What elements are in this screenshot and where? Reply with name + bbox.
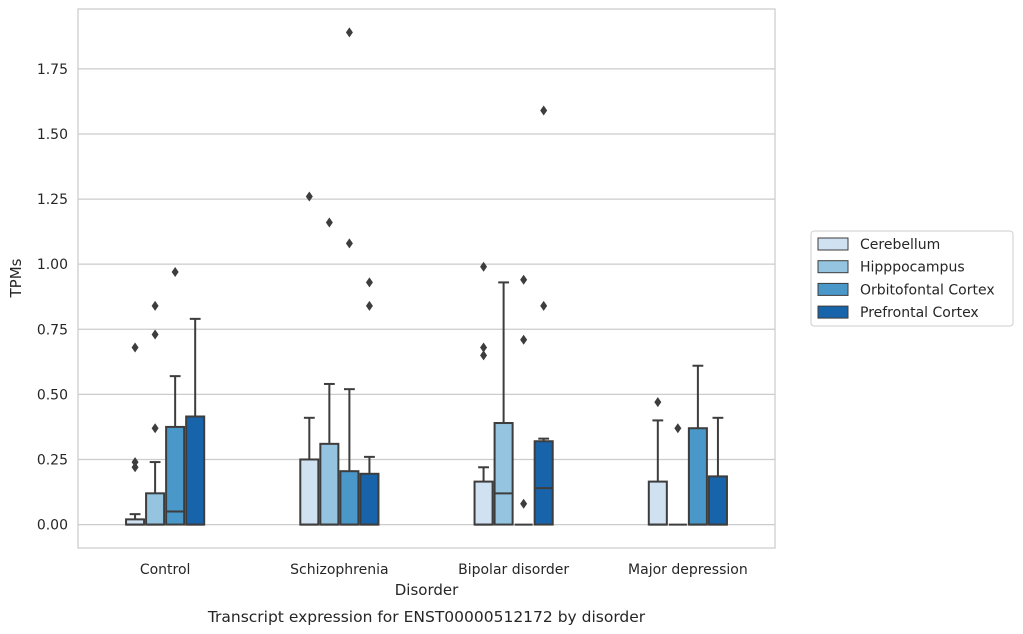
box-iqr — [299, 458, 320, 526]
y-axis-title: TPMs — [7, 258, 25, 298]
x-tick-label-major-depression: Major depression — [628, 562, 748, 578]
x-tick-label-control: Control — [140, 562, 191, 578]
outlier-point — [345, 27, 353, 38]
outlier-point — [345, 238, 353, 249]
box-bipolar-disorder-orbitofontal-cortex — [514, 274, 533, 526]
box-major-depression-cerebellum — [647, 397, 668, 526]
plot-area-frame — [77, 8, 776, 549]
box-iqr — [533, 440, 554, 526]
y-tick-label: 1.00 — [37, 257, 68, 273]
box-iqr — [707, 475, 728, 526]
box-major-depression-hipppocampus — [668, 423, 687, 526]
legend-frame — [810, 230, 1014, 327]
outlier-point — [325, 217, 333, 228]
outlier-point — [131, 457, 139, 468]
legend-swatch-prefrontal-cortex — [817, 305, 849, 319]
legend-swatch-cerebellum — [817, 237, 849, 251]
y-tick-label: 1.25 — [37, 192, 68, 208]
outlier-point — [480, 350, 488, 361]
x-axis-title: Disorder — [395, 581, 459, 599]
legend-label-orbitofontal-cortex: Orbitofontal Cortex — [860, 282, 995, 298]
box-iqr — [165, 425, 186, 526]
outlier-point — [365, 277, 373, 288]
outlier-point — [520, 274, 528, 285]
y-tick-label: 1.50 — [37, 127, 68, 143]
outlier-point — [151, 329, 159, 340]
x-tick-labels: Control Schizophrenia Bipolar disorder Majo… — [140, 562, 748, 578]
legend-label-hipppocampus: Hipppocampus — [860, 260, 965, 276]
box-iqr — [687, 427, 708, 526]
box-schizophrenia-prefrontal-cortex — [359, 277, 380, 526]
outlier-point — [654, 397, 662, 408]
legend-swatch-hipppocampus — [817, 260, 849, 274]
box-control-prefrontal-cortex — [185, 317, 206, 526]
box-schizophrenia-hipppocampus — [319, 217, 340, 526]
box-major-depression-orbitofontal-cortex — [687, 364, 708, 526]
outlier-point — [305, 191, 313, 202]
outlier-point — [131, 342, 139, 353]
box-control-cerebellum — [125, 342, 146, 526]
legend-label-prefrontal-cortex: Prefrontal Cortex — [860, 305, 979, 321]
box-iqr — [493, 422, 514, 526]
outlier-point — [131, 462, 139, 473]
boxes — [125, 27, 728, 526]
box-schizophrenia-orbitofontal-cortex — [339, 27, 360, 526]
x-tick-label-schizophrenia: Schizophrenia — [290, 562, 388, 578]
outlier-point — [540, 105, 548, 116]
box-control-orbitofontal-cortex — [165, 266, 186, 526]
y-tick-labels: 0.00 0.25 0.50 0.75 1.00 1.25 1.50 1.75 — [37, 62, 68, 534]
box-iqr — [319, 442, 340, 526]
outlier-point — [151, 300, 159, 311]
legend-label-cerebellum: Cerebellum — [860, 237, 940, 253]
y-tick-label: 0.25 — [37, 452, 68, 468]
legend: Cerebellum Hipppocampus Orbitofontal Corte… — [810, 230, 1014, 327]
box-bipolar-disorder-hipppocampus — [493, 281, 514, 526]
box-iqr — [339, 470, 360, 526]
outlier-point — [520, 334, 528, 345]
y-tick-label: 0.00 — [37, 518, 68, 534]
outlier-point — [674, 423, 682, 434]
box-major-depression-prefrontal-cortex — [707, 416, 728, 526]
box-iqr — [647, 480, 668, 526]
y-tick-label: 0.50 — [37, 387, 68, 403]
outlier-point — [365, 300, 373, 311]
y-tick-label: 1.75 — [37, 62, 68, 78]
legend-swatch-orbitofontal-cortex — [817, 282, 849, 296]
box-iqr — [185, 415, 206, 526]
outlier-point — [480, 261, 488, 272]
box-control-hipppocampus — [145, 300, 166, 526]
y-tick-label: 0.75 — [37, 322, 68, 338]
x-tick-label-bipolar-disorder: Bipolar disorder — [458, 562, 569, 578]
box-iqr — [145, 492, 166, 526]
outlier-point — [171, 266, 179, 277]
chart-caption: Transcript expression for ENST0000051217… — [207, 608, 646, 626]
outlier-point — [520, 498, 528, 509]
outlier-point — [480, 342, 488, 353]
outlier-point — [151, 423, 159, 434]
box-bipolar-disorder-prefrontal-cortex — [533, 105, 554, 526]
outlier-point — [540, 300, 548, 311]
box-schizophrenia-cerebellum — [299, 191, 320, 526]
box-bipolar-disorder-cerebellum — [473, 261, 494, 526]
box-iqr — [359, 472, 380, 526]
box-iqr — [473, 480, 494, 526]
